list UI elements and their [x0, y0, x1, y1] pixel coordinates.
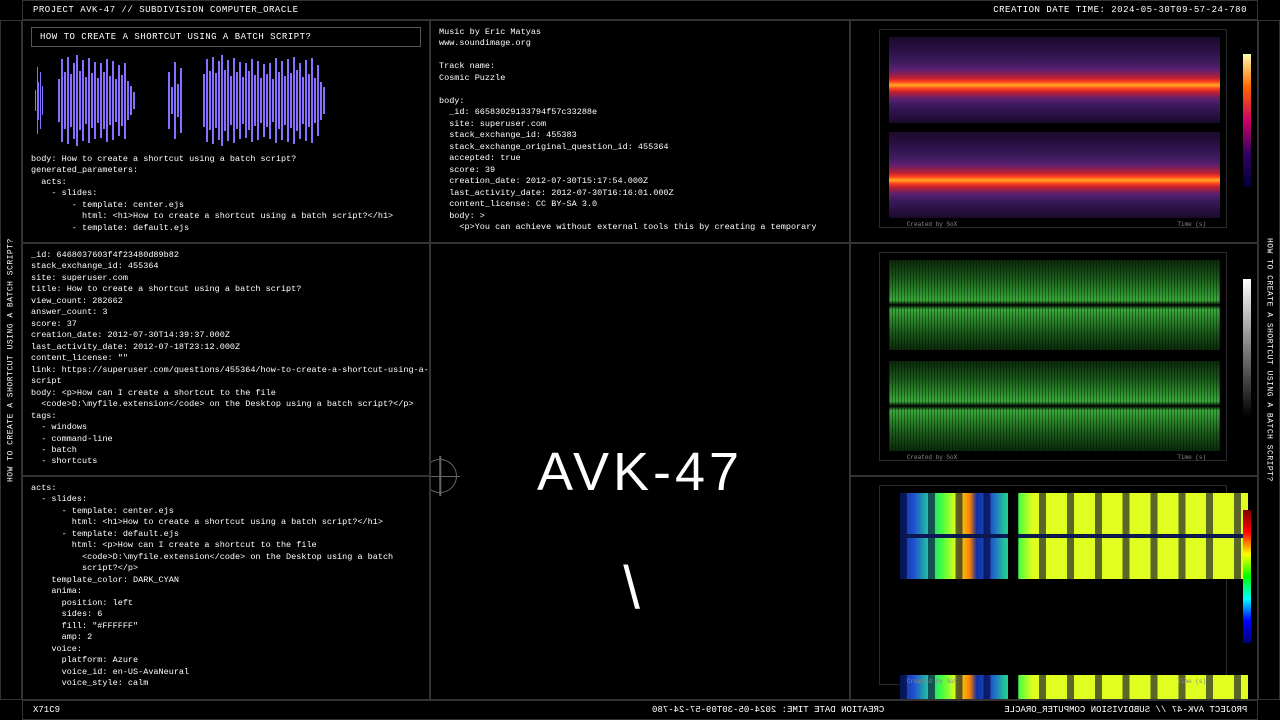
colorbar-gray [1243, 279, 1251, 418]
crosshair-icon [430, 456, 460, 496]
panel-tl-title: HOW TO CREATE A SHORTCUT USING A BATCH S… [31, 27, 421, 47]
colorbar-fire [1243, 54, 1251, 187]
panel-top-mid: Music by Eric Matyas www.soundimage.org … [430, 20, 850, 243]
spectro3-caption-r: Time (s) [1177, 678, 1206, 685]
panel-mid-right: Created by SoX Time (s) [850, 243, 1258, 476]
spectrogram-3: Created by SoX Time (s) [879, 485, 1227, 685]
panel-tl-text: body: How to create a shortcut using a b… [31, 154, 421, 234]
panel-bot-left: acts: - slides: - template: center.ejs h… [22, 476, 430, 700]
spectrogram-2: Created by SoX Time (s) [879, 252, 1227, 461]
waveform [31, 53, 421, 148]
center-slash: \ [623, 553, 640, 622]
panel-tm-text: Music by Eric Matyas www.soundimage.org … [439, 27, 841, 233]
panel-top-right: Created by SoX Time (s) [850, 20, 1258, 243]
center-title: AVK-47 [537, 441, 743, 503]
panel-ml-text: _id: 6468037603f4f23480d89b82 stack_exch… [31, 250, 421, 468]
main-grid: HOW TO CREATE A SHORTCUT USING A BATCH S… [22, 20, 1258, 700]
spectro2-caption-l: Created by SoX [907, 454, 957, 461]
header-left: PROJECT AVK-47 // SUBDIVISION COMPUTER_O… [33, 5, 299, 15]
top-bar: PROJECT AVK-47 // SUBDIVISION COMPUTER_O… [22, 0, 1258, 20]
side-text-left: HOW TO CREATE A SHORTCUT USING A BATCH S… [0, 20, 22, 700]
panel-mid-left: _id: 6468037603f4f23480d89b82 stack_exch… [22, 243, 430, 476]
panel-top-left: HOW TO CREATE A SHORTCUT USING A BATCH S… [22, 20, 430, 243]
spectro1-caption-l: Created by SoX [907, 221, 957, 228]
footer-mid-mirrored: CREATION DATE TIME: 2024-05-30T09-57-24-… [652, 705, 884, 715]
spectro2-caption-r: Time (s) [1177, 454, 1206, 461]
footer-left: X71C9 [33, 705, 60, 715]
bottom-bar: X71C9 PROJECT AVK-47 // SUBDIVISION COMP… [22, 700, 1258, 720]
side-text-right: HOW TO CREATE A SHORTCUT USING A BATCH S… [1258, 20, 1280, 700]
spectrogram-1: Created by SoX Time (s) [879, 29, 1227, 228]
spectro3-caption-l: Created by SoX [907, 678, 957, 685]
spectro1-caption-r: Time (s) [1177, 221, 1206, 228]
footer-right-mirrored: PROJECT AVK-47 // SUBDIVISION COMPUTER_O… [1004, 705, 1247, 715]
panel-bot-right: Created by SoX Time (s) [850, 476, 1258, 700]
panel-bl-text: acts: - slides: - template: center.ejs h… [31, 483, 421, 689]
colorbar-jet [1243, 510, 1251, 643]
panel-center: AVK-47 \ [430, 243, 850, 700]
header-right: CREATION DATE TIME: 2024-05-30T09-57-24-… [993, 5, 1247, 15]
